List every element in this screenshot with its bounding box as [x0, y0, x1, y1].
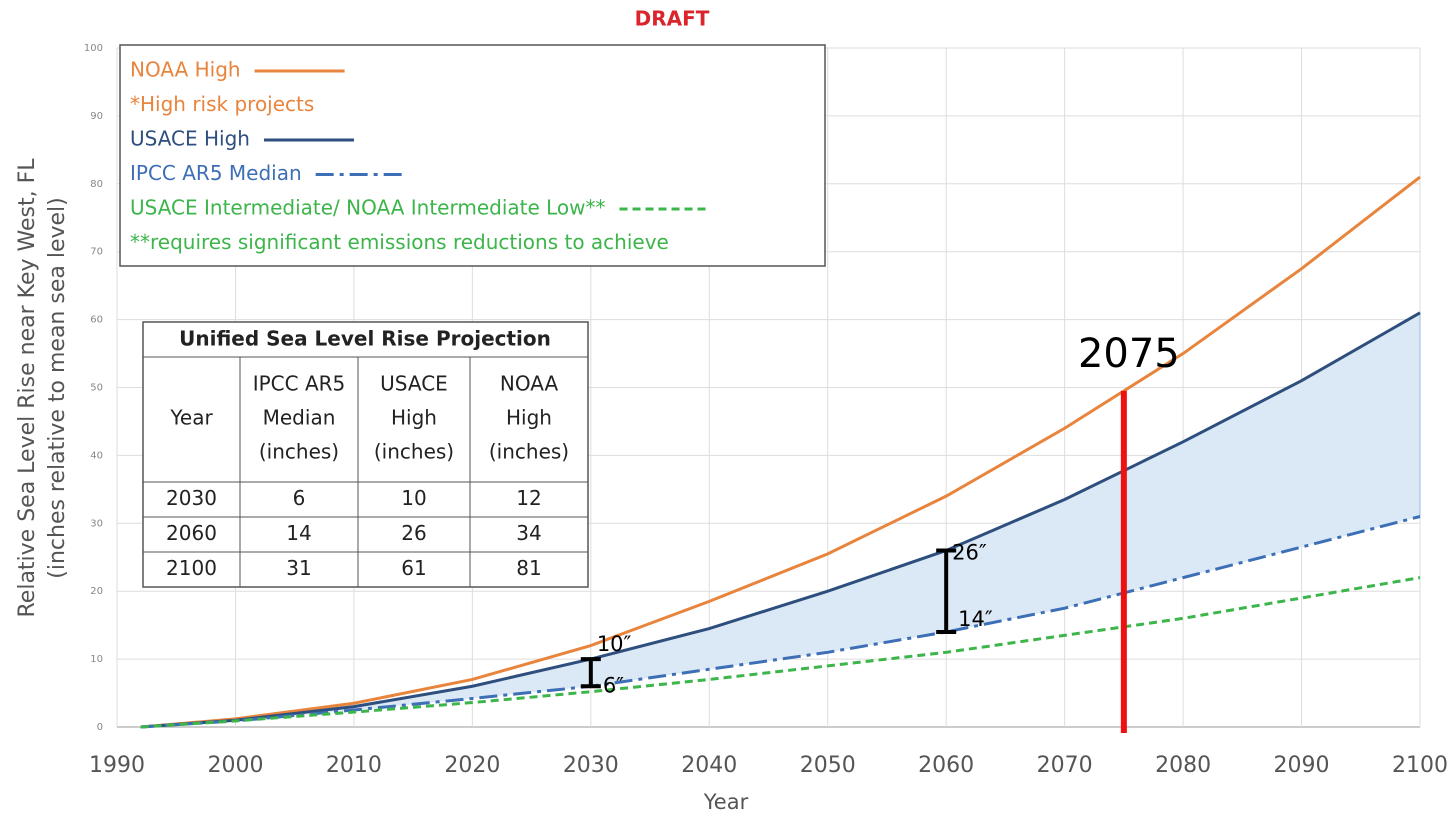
bracket-label: 14″: [958, 607, 993, 631]
table-cell: 6: [293, 486, 306, 510]
y-axis-label: (inches relative to mean sea level): [45, 197, 70, 578]
table-header: Median: [263, 406, 336, 430]
table-cell: 2060: [166, 521, 217, 545]
x-tick-label: 2030: [563, 753, 619, 778]
y-axis-label: Relative Sea Level Rise near Key West, F…: [15, 158, 40, 618]
x-tick-label: 2090: [1274, 753, 1330, 778]
table-header: (inches): [259, 440, 339, 464]
table-cell: 61: [401, 556, 426, 580]
y-tick-label: 50: [90, 383, 103, 394]
table-header: High: [506, 406, 552, 430]
x-tick-label: 2000: [207, 753, 263, 778]
table-title: Unified Sea Level Rise Projection: [179, 327, 551, 351]
table-header: (inches): [489, 440, 569, 464]
series-line: [140, 175, 1421, 729]
x-tick-label: 2080: [1155, 753, 1211, 778]
table-header: IPCC AR5: [253, 372, 346, 396]
shaded-band: [140, 312, 1420, 727]
y-tick-label: 0: [97, 722, 103, 733]
y-tick-label: 40: [90, 450, 103, 461]
y-tick-label: 100: [84, 43, 103, 54]
table-cell: 12: [516, 486, 541, 510]
table-cell: 26: [401, 521, 426, 545]
x-tick-label: 2020: [444, 753, 500, 778]
table-header: High: [391, 406, 437, 430]
bracket-label: 6″: [603, 673, 624, 697]
legend-label: **requires significant emissions reducti…: [130, 230, 669, 254]
legend-label: NOAA High: [130, 58, 241, 82]
y-tick-label: 10: [90, 654, 103, 665]
x-tick-label: 2100: [1392, 753, 1448, 778]
series-line: [140, 576, 1421, 729]
x-tick-label: 2070: [1037, 753, 1093, 778]
y-tick-label: 90: [90, 111, 103, 122]
table-cell: 10: [401, 486, 426, 510]
x-tick-label: 2050: [800, 753, 856, 778]
marker-label: 2075: [1078, 331, 1180, 377]
legend-box: [119, 44, 826, 267]
series-line: [140, 311, 1421, 729]
table-header: NOAA: [500, 372, 559, 396]
table-cell: 34: [516, 521, 541, 545]
y-tick-label: 80: [90, 179, 103, 190]
x-tick-label: 1990: [89, 753, 145, 778]
bracket-label: 10″: [597, 632, 632, 656]
table-cell: 81: [516, 556, 541, 580]
y-tick-label: 20: [90, 586, 103, 597]
table-header: USACE: [380, 372, 448, 396]
chart-title: DRAFT: [635, 7, 710, 31]
x-tick-label: 2060: [918, 753, 974, 778]
table-cell: 31: [286, 556, 311, 580]
legend-label: USACE Intermediate/ NOAA Intermediate Lo…: [130, 196, 606, 220]
bracket-label: 26″: [952, 540, 987, 564]
projection-table: Unified Sea Level Rise Projection Year IPC…: [142, 321, 589, 588]
y-tick-label: 70: [90, 247, 103, 258]
table-cell: 2100: [166, 556, 217, 580]
y-tick-label: 60: [90, 315, 103, 326]
table-cell: 2030: [166, 486, 217, 510]
legend-label: USACE High: [130, 127, 250, 151]
y-tick-label: 30: [90, 518, 103, 529]
legend-label: IPCC AR5 Median: [130, 161, 302, 185]
table-cell: 14: [286, 521, 311, 545]
table-header: Year: [169, 406, 213, 430]
table-header: (inches): [374, 440, 454, 464]
x-tick-label: 2040: [681, 753, 737, 778]
legend-label: *High risk projects: [130, 92, 314, 116]
x-axis-label: Year: [703, 790, 749, 814]
series-line: [140, 515, 1421, 729]
x-tick-label: 2010: [326, 753, 382, 778]
